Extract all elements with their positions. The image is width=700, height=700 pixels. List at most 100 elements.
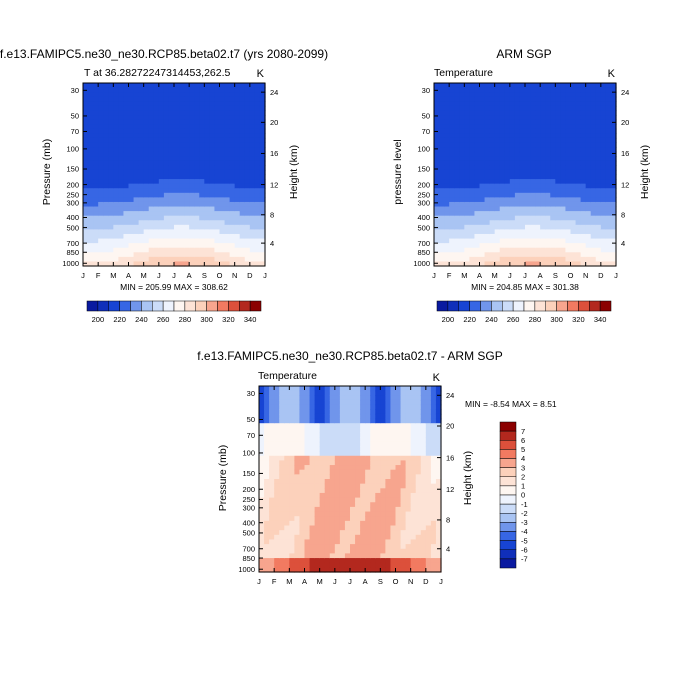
heatmap-cell — [83, 201, 89, 208]
heatmap-cell — [430, 558, 437, 564]
heatmap-cell — [148, 142, 155, 148]
y-tick-label-right: 8 — [270, 210, 274, 219]
heatmap-cell — [570, 147, 577, 153]
heatmap-cell — [289, 558, 295, 564]
heatmap-cell — [254, 211, 261, 217]
heatmap-cell — [229, 133, 236, 139]
heatmap-cell — [259, 115, 266, 121]
heatmap-cell — [560, 256, 567, 263]
heatmap-cell — [239, 83, 246, 89]
heatmap-cell — [525, 192, 531, 198]
heatmap-cell — [420, 553, 427, 559]
heatmap-cell — [400, 413, 407, 420]
heatmap-cell — [259, 83, 266, 89]
heatmap-cell — [118, 101, 125, 107]
heatmap-cell — [610, 128, 617, 134]
heatmap-cell — [605, 169, 612, 176]
heatmap-cell — [439, 256, 445, 263]
heatmap-cell — [479, 247, 486, 253]
heatmap-cell — [444, 183, 450, 189]
heatmap-cell — [239, 151, 246, 157]
heatmap-cell — [259, 211, 266, 217]
heatmap-cell — [489, 256, 496, 263]
heatmap-cell — [239, 105, 246, 112]
heatmap-cell — [390, 451, 397, 457]
panel2-plot-area: J F M A M J J A S O N D J305070100150200250300400500… — [413, 82, 629, 280]
heatmap-cell — [319, 479, 326, 485]
heatmap-cell — [395, 395, 402, 401]
heatmap-cell — [299, 469, 306, 475]
heatmap-cell — [83, 115, 89, 121]
heatmap-cell — [435, 488, 442, 494]
heatmap-cell — [224, 147, 231, 153]
colorbar-swatch — [206, 300, 218, 312]
heatmap-cell — [98, 147, 104, 153]
heatmap-cell — [519, 156, 526, 162]
heatmap-cell — [259, 238, 266, 244]
heatmap-cell — [324, 399, 331, 406]
heatmap-cell — [484, 201, 491, 208]
heatmap-cell — [380, 455, 386, 461]
y-tick-label-right: 12 — [446, 485, 454, 494]
heatmap-cell — [540, 188, 546, 194]
heatmap-cell — [334, 395, 341, 401]
heatmap-cell — [113, 201, 119, 208]
heatmap-cell — [304, 492, 311, 499]
heatmap-cell — [339, 460, 346, 466]
heatmap-cell — [560, 169, 567, 176]
heatmap-cell — [304, 432, 311, 438]
heatmap-cell — [489, 261, 496, 267]
heatmap-cell — [535, 169, 541, 176]
panel2-y-axis-label: pressure level — [392, 139, 404, 204]
heatmap-cell — [550, 105, 556, 112]
heatmap-cell — [375, 553, 381, 559]
heatmap-cell — [329, 562, 336, 568]
heatmap-cell — [153, 243, 160, 249]
heatmap-cell — [430, 413, 437, 420]
heatmap-cell — [380, 483, 386, 489]
heatmap-cell — [194, 101, 200, 107]
heatmap-cell — [249, 105, 256, 112]
heatmap-cell — [274, 506, 280, 513]
heatmap-cell — [395, 502, 402, 508]
heatmap-cell — [454, 169, 460, 176]
heatmap-cell — [309, 469, 316, 475]
heatmap-cell — [254, 261, 261, 267]
heatmap-cell — [415, 441, 422, 448]
heatmap-cell — [565, 211, 572, 217]
heatmap-cell — [204, 224, 210, 230]
heatmap-cell — [123, 110, 130, 116]
heatmap-cell — [494, 105, 501, 112]
heatmap-cell — [209, 128, 216, 134]
heatmap-cell — [158, 261, 165, 267]
x-tick-label: M — [492, 271, 498, 280]
heatmap-cell — [189, 247, 195, 253]
heatmap-cell — [259, 142, 266, 148]
heatmap-cell — [214, 115, 221, 121]
heatmap-cell — [128, 201, 135, 208]
heatmap-cell — [565, 87, 572, 93]
heatmap-cell — [163, 87, 170, 93]
heatmap-cell — [118, 197, 125, 203]
heatmap-cell — [585, 110, 592, 116]
heatmap-cell — [535, 160, 541, 166]
heatmap-cell — [575, 87, 582, 93]
heatmap-cell — [249, 201, 256, 208]
heatmap-cell — [535, 83, 541, 89]
heatmap-cell — [314, 409, 321, 415]
heatmap-cell — [254, 147, 261, 153]
heatmap-cell — [459, 256, 465, 263]
heatmap-cell — [83, 247, 89, 253]
heatmap-cell — [590, 197, 597, 203]
heatmap-cell — [209, 115, 216, 121]
heatmap-cell — [83, 229, 89, 235]
heatmap-cell — [434, 256, 440, 263]
heatmap-cell — [219, 206, 226, 212]
heatmap-cell — [163, 238, 170, 244]
heatmap-cell — [464, 115, 470, 121]
heatmap-cell — [103, 261, 109, 267]
heatmap-cell — [410, 497, 417, 503]
heatmap-cell — [545, 151, 551, 157]
heatmap-cell — [204, 215, 210, 221]
heatmap-cell — [138, 147, 145, 153]
